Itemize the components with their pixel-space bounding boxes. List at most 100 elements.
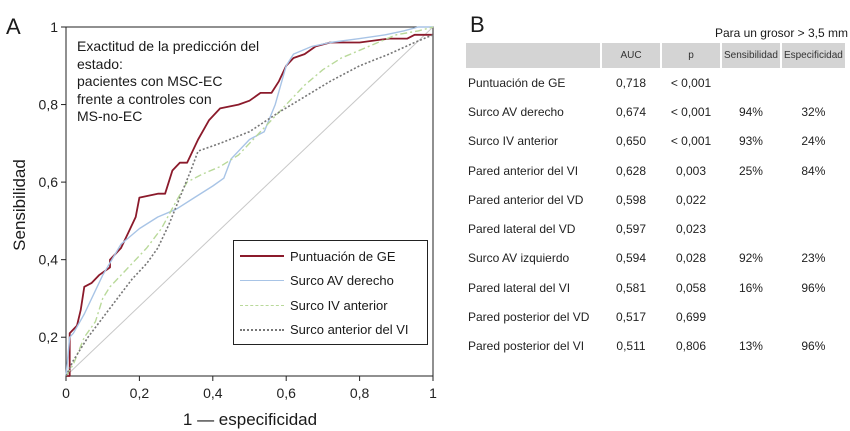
row-name: Pared anterior del VI (468, 163, 579, 178)
x-tick-label: 0,4 (203, 385, 223, 401)
spec-cell: 32% (801, 104, 826, 119)
legend-entry: Surco AV derecho (240, 269, 427, 294)
spec-cell: 84% (801, 163, 826, 178)
auc-cell: 0,511 (616, 339, 646, 354)
auc-cell: 0,517 (615, 310, 647, 325)
legend-label: Surco IV anterior (290, 297, 388, 313)
panel-letter-a: A (6, 14, 21, 39)
table-row: Pared anterior del VI 0,628 0,003 25% 84… (466, 156, 845, 185)
table-row: Pared posterior del VD 0,517 0,699 (466, 302, 845, 331)
p-cell: 0,699 (675, 310, 707, 325)
y-tick-label: 0,8 (39, 97, 59, 113)
spec-cell (782, 68, 845, 97)
series-line-1 (66, 33, 433, 377)
x-tick-label: 0,8 (350, 385, 370, 401)
row-name: Pared lateral del VD (468, 222, 576, 237)
header-cell: p (662, 43, 720, 68)
p-cell: 0,028 (675, 251, 707, 266)
legend-label: Surco anterior del VI (290, 322, 409, 338)
p-cell: 0,806 (675, 339, 707, 354)
legend-entry: Surco IV anterior (240, 293, 427, 318)
header-cell: Sensibilidad (722, 43, 780, 68)
legend-entry: Puntuación de GE (240, 244, 427, 269)
annotation-line: estado: (77, 55, 123, 72)
spec-cell: 23% (801, 251, 826, 266)
row-name: Surco AV derecho (468, 104, 564, 119)
sens-cell: 16% (738, 280, 763, 295)
annotation-line: frente a controles con (77, 90, 212, 107)
y-tick-label: 0,4 (39, 252, 59, 268)
auc-cell: 0,674 (615, 104, 647, 119)
series-line-4 (65, 34, 434, 377)
x-axis-title: 1 — especificidad (182, 410, 318, 429)
spec-cell: 96% (801, 339, 826, 354)
spec-cell: 96% (801, 280, 826, 295)
auc-cell: 0,581 (615, 280, 647, 295)
header-cell: AUC (602, 43, 660, 68)
legend-swatch (240, 255, 284, 258)
sens-cell: 93% (738, 134, 763, 149)
spec-cell (782, 185, 845, 214)
auc-cell: 0,597 (615, 222, 647, 237)
row-name: Surco AV izquierdo (468, 251, 570, 266)
chart-legend: Puntuación de GE Surco AV derecho Surco … (233, 240, 428, 345)
table-row: Pared posterior del VI 0,511 0,806 13% 9… (466, 332, 845, 361)
table-row: Surco IV anterior 0,650 < 0,001 93% 24% (466, 127, 845, 156)
series-line-3 (65, 26, 434, 377)
p-cell: 0,058 (675, 280, 707, 295)
sens-cell: 25% (738, 163, 763, 178)
auc-cell: 0,650 (615, 134, 647, 149)
y-tick-label: 0,2 (39, 329, 59, 345)
auc-table: AUC p Sensibilidad Especificidad Puntuac… (464, 43, 847, 361)
row-name: Pared lateral del VI (468, 280, 571, 295)
table-row: Puntuación de GE 0,718 < 0,001 (466, 68, 845, 97)
legend-swatch (240, 280, 284, 282)
y-axis-title: Sensibilidad (10, 159, 29, 251)
table-row: Pared lateral del VI 0,581 0,058 16% 96% (466, 273, 845, 302)
row-name: Pared posterior del VI (468, 339, 585, 354)
row-name: Puntuación de GE (468, 75, 566, 90)
p-cell: 0,023 (675, 222, 707, 237)
spec-cell: 24% (801, 134, 826, 149)
sens-cell (722, 302, 780, 331)
header-cell (466, 43, 600, 68)
plot-frame (65, 26, 434, 377)
auc-cell: 0,718 (615, 75, 647, 90)
legend-swatch (240, 304, 284, 306)
table-row: Pared anterior del VD 0,598 0,022 (466, 185, 845, 214)
table-note: Para un grosor > 3,5 mm (714, 26, 848, 40)
spec-cell (782, 214, 845, 243)
row-name: Surco IV anterior (468, 134, 559, 149)
sens-cell (722, 68, 780, 97)
x-tick-label: 0,2 (130, 385, 150, 401)
spec-cell (782, 302, 845, 331)
sens-cell (722, 185, 780, 214)
chart-annotation: Exactitud de la predicción del estado: p… (77, 38, 307, 126)
panel-letter-b: B (470, 12, 485, 37)
legend-entry: Surco anterior del VI (240, 318, 427, 343)
table-row: Surco AV izquierdo 0,594 0,028 92% 23% (466, 244, 845, 273)
row-name: Pared anterior del VD (468, 192, 584, 207)
sens-cell: 92% (738, 251, 763, 266)
legend-swatch (240, 328, 284, 331)
annotation-line: Exactitud de la predicción del (77, 38, 260, 54)
p-cell: 0,022 (675, 192, 707, 207)
annotation-line: MS-no-EC (77, 108, 143, 124)
header-cell: Especificidad (781, 43, 845, 68)
reference-line (65, 26, 434, 377)
p-cell: < 0,001 (670, 104, 712, 119)
auc-cell: 0,598 (615, 192, 647, 207)
legend-label: Surco AV derecho (290, 273, 394, 289)
table-header-row: AUC p Sensibilidad Especificidad (466, 43, 845, 68)
sens-cell: 94% (738, 104, 763, 119)
p-cell: 0,003 (675, 163, 707, 178)
sens-cell (722, 214, 780, 243)
y-tick-label: 1 (50, 19, 58, 35)
x-tick-label: 1 (429, 385, 437, 401)
y-tick-label: 0,6 (39, 174, 59, 190)
sens-cell: 13% (738, 339, 763, 354)
p-cell: < 0,001 (670, 75, 712, 90)
auc-cell: 0,594 (615, 251, 647, 266)
x-tick-label: 0,6 (276, 385, 296, 401)
